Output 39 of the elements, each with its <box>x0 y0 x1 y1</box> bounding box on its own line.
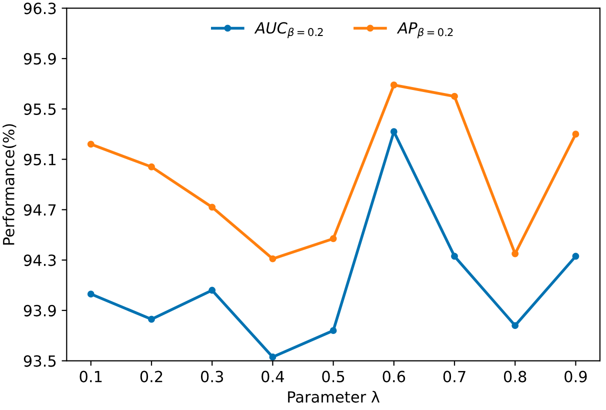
x-axis-title: Parameter λ <box>288 390 380 403</box>
point <box>330 235 337 242</box>
legend-label: AUC$_{β=0.2}$ <box>254 22 323 38</box>
point <box>451 92 458 100</box>
point <box>390 82 398 88</box>
x-tick-label: 0.7 <box>443 370 466 382</box>
point <box>330 327 337 334</box>
y-tick-label: 95.9 <box>24 53 56 65</box>
point <box>512 250 519 258</box>
point <box>512 322 519 330</box>
point <box>208 286 216 294</box>
y-tick-label: 96.3 <box>24 2 56 14</box>
y-tick-label: 94.3 <box>24 254 56 266</box>
point <box>87 140 94 148</box>
legend-label: AP$_{β=0.2}$ <box>396 22 453 38</box>
point <box>269 255 276 262</box>
point <box>87 290 94 298</box>
point <box>269 354 276 360</box>
x-tick-label: 0.3 <box>200 370 224 382</box>
y-tick-label: 94.7 <box>24 204 56 216</box>
x-tick-label: 0.1 <box>80 370 102 382</box>
x-tick-label: 0.4 <box>262 370 284 382</box>
point <box>148 316 155 323</box>
point <box>572 252 580 260</box>
point <box>390 128 398 136</box>
point <box>572 130 580 138</box>
point <box>208 204 216 211</box>
y-tick-label: 95.5 <box>24 103 56 115</box>
y-axis-title: Performance(%) <box>2 124 16 245</box>
x-tick-label: 0.2 <box>140 370 162 382</box>
y-tick-label: 93.9 <box>24 304 56 316</box>
x-tick-label: 0.5 <box>322 370 344 382</box>
x-tick-label: 0.9 <box>564 370 587 382</box>
point <box>148 163 155 170</box>
y-tick-label: 95.1 <box>24 154 56 166</box>
point <box>451 252 458 260</box>
x-tick-label: 0.6 <box>382 370 406 382</box>
y-tick-label: 93.5 <box>24 355 56 367</box>
x-tick-label: 0.8 <box>504 370 526 382</box>
